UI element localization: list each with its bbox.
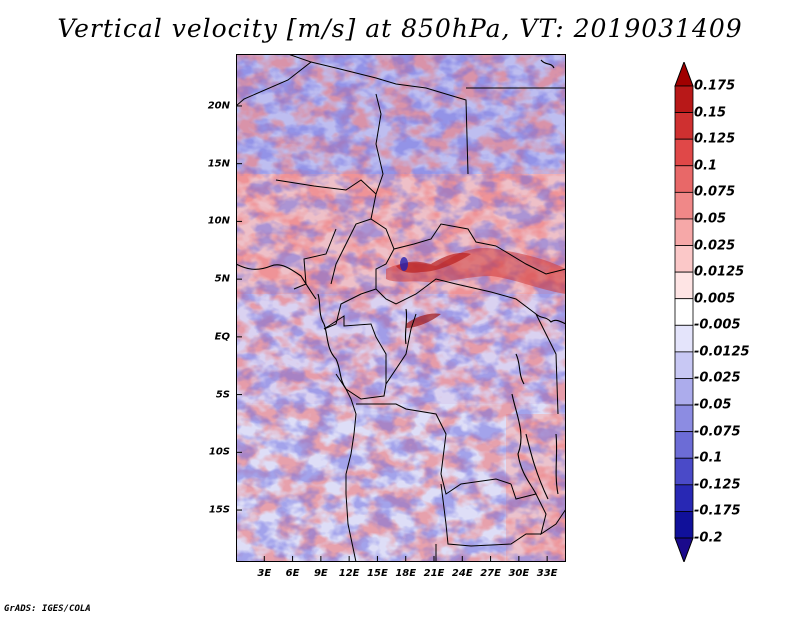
longitude-tick-label: 6E bbox=[285, 568, 300, 579]
latitude-tick-label: EQ bbox=[214, 331, 230, 343]
country-borders bbox=[236, 54, 566, 562]
descent-spot bbox=[400, 257, 408, 271]
colorbar-segment bbox=[674, 298, 694, 326]
colorbar-segment bbox=[674, 271, 694, 300]
colorbar-label: 0.005 bbox=[694, 291, 736, 307]
longitude-tick-label: 9E bbox=[313, 568, 328, 579]
colorbar-label: 0.1 bbox=[694, 158, 718, 174]
colorbar-segment bbox=[674, 351, 694, 379]
latitude-tick-label: 5N bbox=[214, 273, 230, 285]
ascent-streak-south bbox=[406, 313, 441, 328]
latitude-tick-label: 15S bbox=[208, 504, 230, 516]
map-title: Vertical velocity [m/s] at 850hPa, VT: 2… bbox=[57, 14, 743, 43]
longitude-tick-label: 15E bbox=[367, 568, 388, 579]
longitude-tick-label: 21E bbox=[423, 568, 445, 579]
colorbar-label: -0.2 bbox=[694, 530, 723, 546]
colorbar-segment bbox=[674, 324, 694, 353]
ascent-core bbox=[396, 252, 471, 273]
colorbar-label: 0.175 bbox=[694, 78, 736, 94]
longitude-tick-label: 27E bbox=[480, 568, 501, 579]
latitude-tick-label: 20N bbox=[207, 100, 230, 112]
latitude-tick-label: 5S bbox=[215, 389, 230, 401]
strong-ascent-band bbox=[386, 247, 566, 294]
colorbar-segment bbox=[674, 245, 694, 273]
colorbar-label: -0.0125 bbox=[694, 344, 750, 360]
colorbar-segment bbox=[674, 165, 694, 193]
colorbar-label: 0.075 bbox=[694, 184, 736, 200]
colorbar-label: -0.125 bbox=[694, 477, 741, 493]
colorbar-segment bbox=[674, 378, 694, 406]
latitude-tick-label: 10N bbox=[207, 215, 230, 227]
grads-credit: GrADS: IGES/COLA bbox=[4, 604, 91, 614]
map-plot bbox=[236, 54, 566, 562]
colorbar-segment bbox=[674, 191, 694, 220]
colorbar-label: 0.125 bbox=[694, 131, 736, 147]
longitude-tick-label: 33E bbox=[536, 568, 558, 579]
longitude-tick-label: 12E bbox=[338, 568, 360, 579]
colorbar-label: -0.005 bbox=[694, 317, 741, 333]
longitude-tick-label: 18E bbox=[395, 568, 417, 579]
colorbar-min-arrow bbox=[674, 537, 694, 562]
colorbar-max-arrow bbox=[674, 62, 694, 87]
colorbar-label: -0.175 bbox=[694, 503, 741, 519]
colorbar-segment bbox=[674, 484, 694, 512]
map-frame bbox=[236, 54, 566, 562]
latitude-ticks bbox=[236, 105, 242, 511]
colorbar-segment bbox=[674, 457, 694, 486]
longitude-ticks bbox=[263, 556, 548, 562]
colorbar bbox=[674, 62, 694, 562]
colorbar-segment bbox=[674, 404, 694, 433]
colorbar-label: -0.075 bbox=[694, 424, 741, 440]
colorbar-label: 0.0125 bbox=[694, 264, 745, 280]
longitude-tick-label: 3E bbox=[257, 568, 272, 579]
colorbar-segment bbox=[674, 511, 694, 539]
longitude-tick-label: 24E bbox=[451, 568, 473, 579]
longitude-tick-label: 30E bbox=[508, 568, 530, 579]
colorbar-label: 0.025 bbox=[694, 238, 736, 254]
colorbar-label: -0.025 bbox=[694, 370, 741, 386]
latitude-tick-label: 10S bbox=[208, 446, 230, 458]
colorbar-label: -0.05 bbox=[694, 397, 732, 413]
lakes-and-coast bbox=[236, 59, 566, 500]
colorbar-label: 0.05 bbox=[694, 211, 727, 227]
colorbar-segment bbox=[674, 112, 694, 140]
colorbar-segment bbox=[674, 85, 694, 113]
colorbar-label: 0.15 bbox=[694, 105, 727, 121]
colorbar-segment bbox=[674, 138, 694, 167]
colorbar-label: -0.1 bbox=[694, 450, 723, 466]
noise-blue bbox=[236, 54, 566, 562]
colorbar-segment bbox=[674, 431, 694, 459]
latitude-tick-label: 15N bbox=[207, 158, 230, 170]
colorbar-segment bbox=[674, 218, 694, 246]
